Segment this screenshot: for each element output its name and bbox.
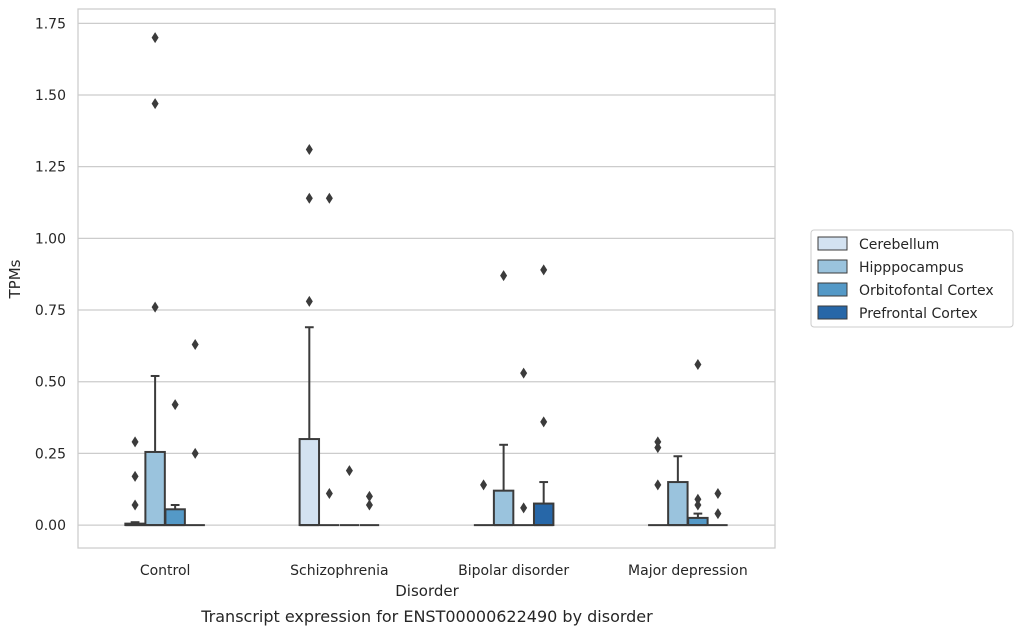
outlier-point xyxy=(714,488,722,500)
y-tick-label: 0.25 xyxy=(35,446,66,462)
box-iqr xyxy=(667,481,689,527)
box-iqr xyxy=(164,508,186,527)
outlier-point xyxy=(325,192,333,204)
legend-swatch xyxy=(817,305,848,320)
box-group xyxy=(648,436,668,527)
outlier-point xyxy=(654,442,662,454)
outlier-point xyxy=(540,416,548,428)
box-group xyxy=(492,270,515,527)
outlier-point xyxy=(151,98,159,110)
y-tick-label: 1.00 xyxy=(35,231,66,247)
box-iqr xyxy=(144,450,166,527)
outlier-point xyxy=(714,508,722,520)
outlier-point xyxy=(325,488,333,500)
x-tick-label: Control xyxy=(140,563,191,579)
legend-swatch xyxy=(817,282,848,297)
box-group xyxy=(532,264,555,527)
y-tick-label: 0.75 xyxy=(35,303,66,319)
chart-caption: Transcript expression for ENST0000062249… xyxy=(200,607,653,626)
x-tick-label: Major depression xyxy=(628,563,748,579)
gridlines xyxy=(78,22,775,526)
box-group xyxy=(473,479,494,527)
box-group xyxy=(298,143,321,527)
box-group xyxy=(359,490,380,527)
outlier-point xyxy=(480,479,488,491)
outlier-point xyxy=(171,399,179,411)
outlier-point xyxy=(694,499,702,511)
box-group xyxy=(164,399,186,527)
outlier-point xyxy=(694,493,702,505)
boxes xyxy=(124,32,728,527)
outlier-point xyxy=(365,499,373,511)
box-group xyxy=(667,455,689,527)
outlier-point xyxy=(520,367,528,379)
outlier-point xyxy=(345,465,353,477)
y-axis-ticks: 0.00 0.25 0.50 0.75 1.00 1.25 1.50 1.75 xyxy=(35,16,66,534)
outlier-point xyxy=(500,270,508,282)
box-group xyxy=(124,436,146,527)
outlier-point xyxy=(694,359,702,371)
legend-swatch xyxy=(817,236,848,251)
outlier-point xyxy=(131,436,139,448)
outlier-point xyxy=(305,295,313,307)
box-iqr xyxy=(687,516,709,527)
x-tick-label: Schizophrenia xyxy=(290,563,388,579)
outlier-point xyxy=(654,479,662,491)
x-tick-label: Bipolar disorder xyxy=(458,563,569,579)
box-group xyxy=(339,465,360,527)
outlier-point xyxy=(191,338,199,350)
outlier-point xyxy=(654,436,662,448)
y-axis-title: TPMs xyxy=(6,259,24,299)
outlier-point xyxy=(151,301,159,313)
box-iqr xyxy=(298,438,321,527)
box-group xyxy=(319,192,340,527)
box-iqr xyxy=(532,502,555,527)
outlier-point xyxy=(365,490,373,502)
legend-frame xyxy=(810,229,1014,328)
legend-label: Prefrontal Cortex xyxy=(859,306,978,322)
legend-swatch xyxy=(817,259,848,274)
legend-label: Cerebellum xyxy=(859,237,939,253)
box-group xyxy=(185,338,205,527)
legend-label: Orbitofontal Cortex xyxy=(859,283,994,299)
legend-label: Hipppocampus xyxy=(859,260,964,276)
y-tick-label: 1.75 xyxy=(35,16,66,32)
outlier-point xyxy=(131,470,139,482)
box-group xyxy=(513,367,534,527)
outlier-point xyxy=(305,192,313,204)
x-axis-ticks: Control Schizophrenia Bipolar disorder Majo… xyxy=(140,563,748,579)
box-group xyxy=(708,488,728,527)
y-tick-label: 0.00 xyxy=(35,518,66,534)
box-iqr xyxy=(492,489,515,527)
outlier-point xyxy=(191,447,199,459)
y-tick-label: 1.25 xyxy=(35,160,66,176)
plot-area xyxy=(77,8,776,549)
outlier-point xyxy=(520,502,528,514)
box-group xyxy=(687,359,709,527)
x-axis-title: Disorder xyxy=(395,582,459,600)
outlier-point xyxy=(305,143,313,155)
outlier-point xyxy=(131,499,139,511)
outlier-point xyxy=(540,264,548,276)
y-tick-label: 0.50 xyxy=(35,375,66,391)
legend: Cerebellum Hipppocampus Orbitofontal Corte… xyxy=(810,229,1014,328)
box-group xyxy=(144,32,166,527)
outlier-point xyxy=(151,32,159,44)
y-tick-label: 1.50 xyxy=(35,88,66,104)
